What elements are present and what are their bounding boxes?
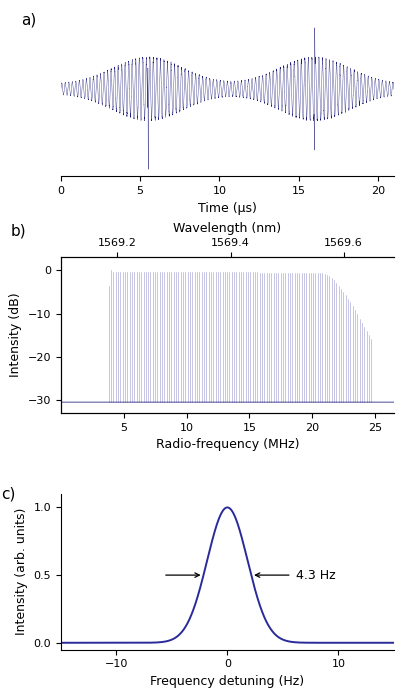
Text: c): c) bbox=[1, 486, 15, 501]
Text: a): a) bbox=[21, 13, 36, 28]
Y-axis label: Intensity (arb. units): Intensity (arb. units) bbox=[15, 508, 28, 636]
Text: 4.3 Hz: 4.3 Hz bbox=[295, 569, 335, 582]
X-axis label: Wavelength (nm): Wavelength (nm) bbox=[173, 222, 281, 235]
X-axis label: Time (μs): Time (μs) bbox=[197, 202, 256, 215]
X-axis label: Frequency detuning (Hz): Frequency detuning (Hz) bbox=[150, 675, 304, 688]
X-axis label: Radio-frequency (MHz): Radio-frequency (MHz) bbox=[155, 438, 298, 451]
Text: b): b) bbox=[11, 223, 26, 238]
Y-axis label: Intensity (dB): Intensity (dB) bbox=[9, 293, 22, 377]
